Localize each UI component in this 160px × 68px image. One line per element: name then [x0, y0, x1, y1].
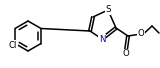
Text: S: S — [105, 6, 111, 14]
Text: O: O — [123, 50, 129, 58]
Text: Cl: Cl — [9, 41, 17, 50]
Text: O: O — [138, 30, 144, 38]
Text: N: N — [99, 34, 105, 44]
